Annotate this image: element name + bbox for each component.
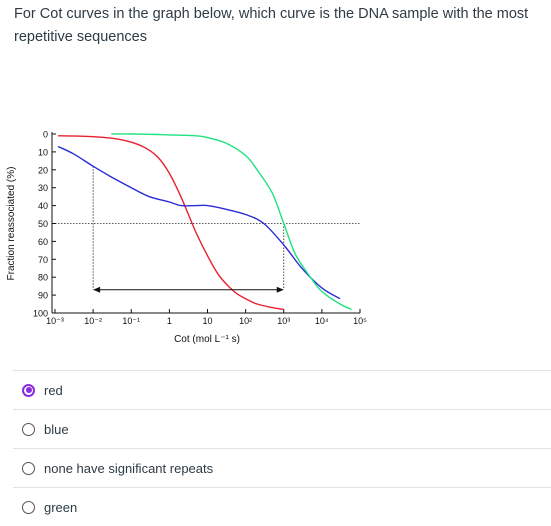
y-tick-label: 20: [38, 165, 48, 175]
series-lines: [57, 133, 352, 311]
answer-option-red[interactable]: red: [13, 370, 551, 409]
series-line-2: [57, 145, 341, 300]
axes: [51, 132, 361, 314]
cot-curve-chart: 0 10 20 30 40 50 60 70 80 90 100 10⁻³ 10⁻² 10⁻¹ 1 10 10²…: [0, 120, 551, 360]
y-tick-label: 90: [38, 291, 48, 301]
y-tick-label: 60: [38, 237, 48, 247]
x-tick-label: 1: [167, 316, 172, 326]
y-tick-label: 10: [38, 147, 48, 157]
question-text: For Cot curves in the graph below, which…: [14, 6, 529, 45]
answer-option-none[interactable]: none have significant repeats: [13, 448, 551, 487]
y-tick-label: 30: [38, 183, 48, 193]
arrow-head-left: [93, 286, 101, 293]
y-tick-label: 100: [33, 309, 48, 319]
series-line-1: [57, 135, 284, 311]
y-tick-label: 80: [38, 273, 48, 283]
answer-label: green: [44, 499, 78, 515]
x-tick-label: 10⁵: [353, 316, 367, 326]
answer-label: red: [44, 382, 63, 398]
answer-label: blue: [44, 421, 69, 437]
x-tick-label: 10⁻³: [46, 316, 64, 326]
x-tick-label: 10⁻¹: [122, 316, 140, 326]
series-line-3: [111, 133, 352, 311]
x-tick-label: 10: [202, 316, 212, 326]
x-tick-label: 10⁴: [315, 316, 329, 326]
radio-button-selected[interactable]: [22, 383, 35, 397]
radio-button[interactable]: [22, 461, 35, 475]
x-tick-label: 10⁻²: [84, 316, 102, 326]
annotations: [93, 286, 284, 293]
radio-button[interactable]: [22, 422, 35, 436]
y-tick-label: 40: [38, 201, 48, 211]
guide-lines: [52, 166, 360, 290]
y-tick-label: 70: [38, 255, 48, 265]
y-axis-title: Fraction reassociated (%): [6, 167, 17, 281]
x-tick-label: 10³: [277, 316, 290, 326]
arrow-head-right: [276, 286, 284, 293]
x-axis-title: Cot (mol L⁻¹ s): [174, 334, 240, 345]
answer-option-blue[interactable]: blue: [13, 409, 551, 448]
answer-list: red blue none have significant repeats g…: [13, 370, 551, 526]
answer-label: none have significant repeats: [44, 460, 214, 476]
y-tick-label: 50: [38, 219, 48, 229]
radio-button[interactable]: [22, 500, 35, 514]
answer-option-green[interactable]: green: [13, 487, 551, 526]
y-tick-label: 0: [43, 130, 48, 140]
x-tick-label: 10²: [239, 316, 252, 326]
